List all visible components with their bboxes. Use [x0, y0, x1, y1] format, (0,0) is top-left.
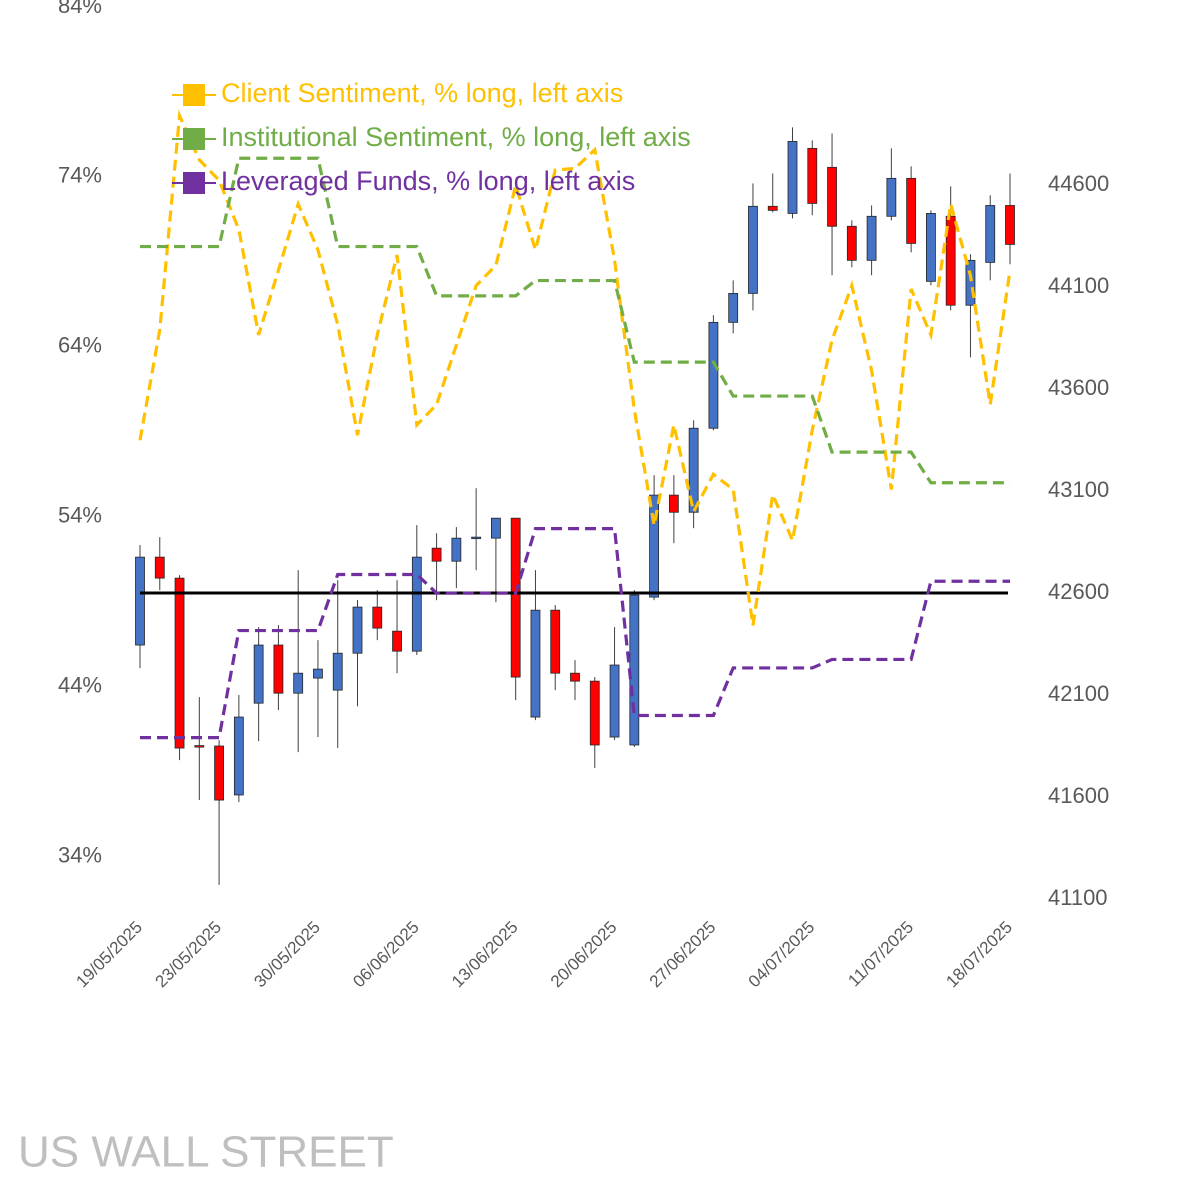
y-tick-label: 64%: [58, 333, 102, 358]
series-line: [140, 527, 1010, 740]
candle-body: [392, 630, 402, 652]
candle-body: [253, 644, 264, 704]
x-tick-label: 20/06/2025: [547, 918, 621, 992]
y2-tick-label: 41600: [1048, 783, 1109, 808]
legend-swatch: [183, 84, 205, 106]
candle-body: [589, 680, 600, 746]
chart-title: US WALL STREET: [18, 1128, 394, 1177]
x-tick-label: 19/05/2025: [72, 918, 146, 992]
candle-body: [807, 147, 818, 204]
candle-body: [827, 166, 837, 227]
x-tick-label: 30/05/2025: [250, 918, 324, 992]
legend-swatch: [183, 172, 205, 194]
x-tick-label: 27/06/2025: [646, 918, 720, 992]
candle-body: [945, 215, 956, 306]
candle-body: [491, 517, 501, 539]
candle-body: [550, 609, 561, 674]
candle-body: [846, 225, 857, 261]
x-tick-label: 06/06/2025: [349, 918, 423, 992]
candle-body: [708, 321, 719, 429]
y2-tick-label: 44100: [1048, 273, 1109, 298]
candle-body: [728, 292, 739, 323]
legend-label: Institutional Sentiment, % long, left ax…: [221, 122, 691, 152]
candle-body: [629, 594, 640, 746]
candle-body: [174, 577, 185, 749]
y2-tick-label: 42100: [1048, 681, 1109, 706]
x-tick-label: 13/06/2025: [448, 918, 522, 992]
candle-body: [906, 177, 917, 244]
candle-body: [451, 537, 462, 562]
x-tick-label: 11/07/2025: [844, 918, 917, 991]
candle-body: [668, 494, 679, 513]
candle-body: [214, 745, 224, 801]
candle-body: [471, 536, 482, 540]
y2-tick-label: 41100: [1048, 885, 1108, 910]
candle-body: [431, 547, 442, 562]
legend-label: Client Sentiment, % long, left axis: [221, 78, 623, 108]
legend-label: Leveraged Funds, % long, left axis: [221, 166, 635, 196]
y2-tick-label: 42600: [1048, 579, 1109, 604]
candle-body: [313, 668, 323, 679]
candle-body: [926, 213, 936, 282]
candle-body: [570, 672, 580, 682]
candle-body: [688, 427, 699, 513]
x-tick-label: 04/07/2025: [745, 918, 819, 992]
series-line: [140, 156, 1010, 485]
candle-body: [530, 609, 541, 718]
x-tick-label: 23/05/2025: [151, 918, 225, 992]
candle-body: [194, 745, 205, 748]
x-tick-label: 18/07/2025: [942, 918, 1016, 992]
candle-body: [965, 259, 976, 306]
candle-body: [233, 716, 244, 796]
candle-body: [411, 556, 422, 652]
candle-body: [1005, 205, 1015, 245]
candle-body: [510, 517, 521, 678]
candle-body: [609, 664, 620, 738]
candle-body: [372, 606, 383, 629]
y-tick-label: 54%: [58, 503, 102, 528]
y2-tick-label: 43100: [1048, 477, 1109, 502]
y-tick-label: 84%: [58, 0, 102, 18]
candle-body: [886, 177, 897, 217]
candle-body: [649, 494, 659, 598]
candle-body: [293, 672, 304, 694]
y2-tick-label: 43600: [1048, 375, 1109, 400]
y-tick-label: 34%: [58, 842, 102, 867]
candle-body: [866, 215, 877, 261]
y2-tick-label: 44600: [1048, 171, 1109, 196]
candle-body: [154, 556, 165, 579]
candle-body: [787, 141, 798, 214]
y-tick-label: 44%: [58, 672, 102, 697]
candle-body: [748, 205, 758, 294]
candle-body: [985, 205, 996, 263]
candle-body: [135, 556, 145, 646]
candle-body: [767, 205, 778, 211]
legend-swatch: [183, 128, 205, 150]
series-line: [138, 109, 1012, 626]
candle-body: [352, 606, 363, 654]
candle-body: [332, 652, 343, 691]
candle-body: [273, 644, 284, 694]
y-tick-label: 74%: [58, 163, 102, 188]
